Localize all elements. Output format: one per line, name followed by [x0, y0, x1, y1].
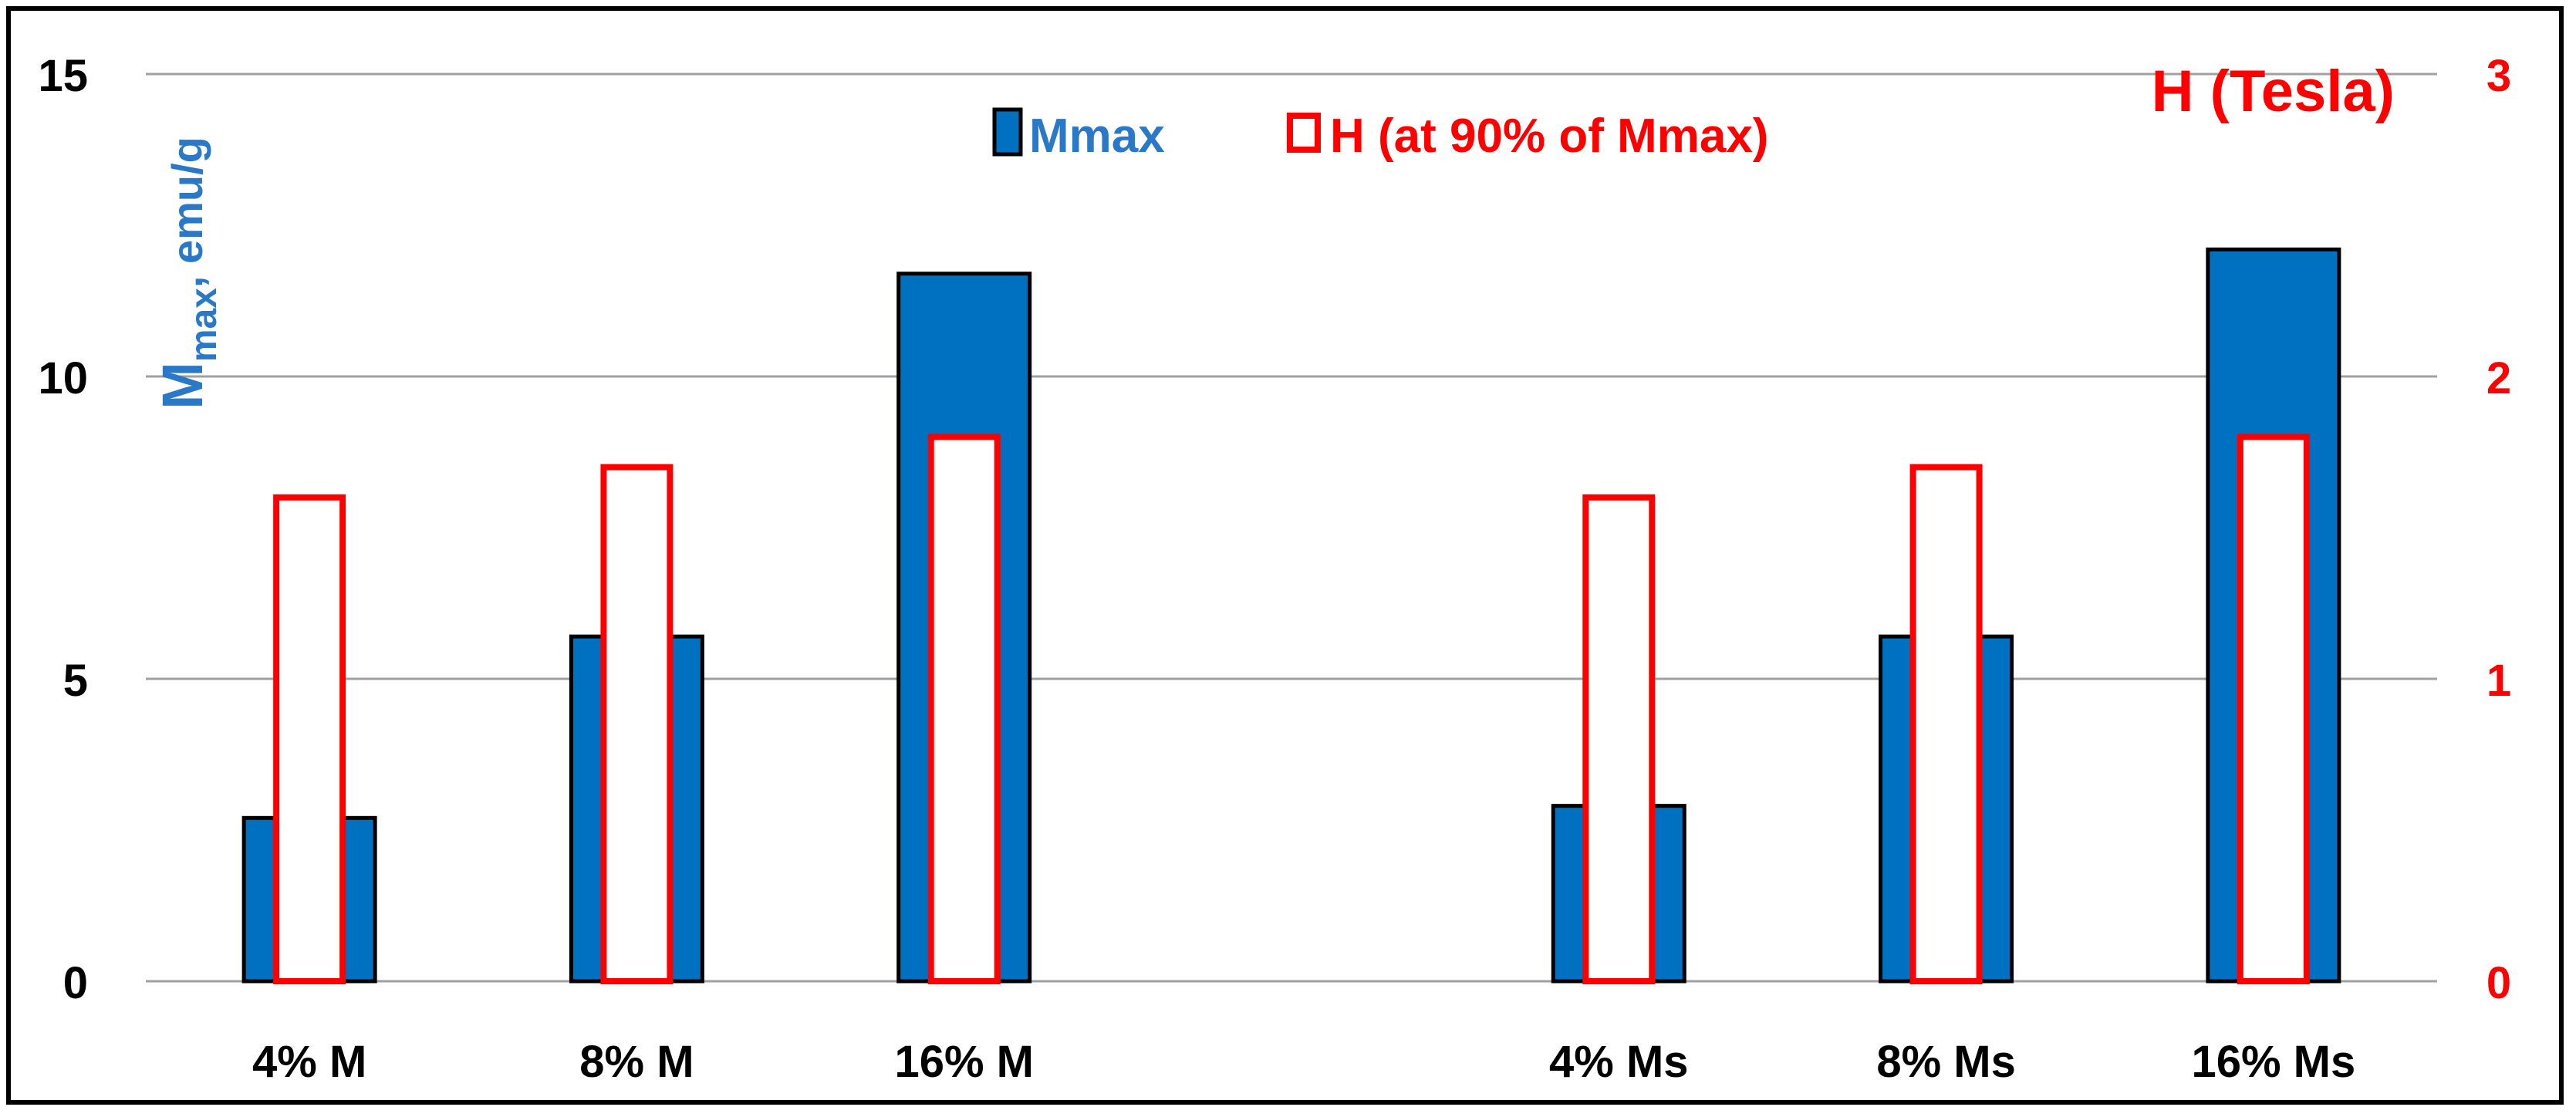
x-tick-label: 4% Ms [1549, 1037, 1689, 1087]
left-axis-title-main: M [150, 362, 214, 410]
left-tick-label: 5 [63, 656, 88, 706]
bar-h [1909, 464, 1983, 984]
right-tick-label: 2 [2487, 353, 2511, 403]
gridlines [146, 73, 2437, 983]
left-tick-label: 10 [38, 353, 88, 403]
x-tick-label: 8% Ms [1876, 1037, 2016, 1087]
chart-frame: 0 5 10 15 0 1 2 3 4% M 8% M 16% M 4% Ms 8% Ms 16% Ms … [6, 6, 2564, 1105]
legend: Mmax H (at 90% of Mmax) [992, 107, 1768, 163]
x-tick-label: 16% Ms [2191, 1037, 2355, 1087]
left-tick-label: 0 [63, 958, 88, 1008]
legend-swatch-mmax [992, 107, 1023, 157]
bar-h [927, 434, 1001, 984]
bar-h [273, 494, 346, 984]
right-tick-label: 0 [2487, 958, 2511, 1008]
bars [241, 247, 2341, 984]
left-axis-title: Mmax, emu/g [150, 137, 225, 410]
left-axis-title-rest: , emu/g [163, 137, 211, 288]
legend-label-mmax: Mmax [1029, 110, 1165, 163]
bar-h [2237, 434, 2310, 984]
right-tick-label: 3 [2487, 51, 2511, 101]
left-tick-label: 15 [38, 51, 88, 101]
x-tick-label: 16% M [894, 1037, 1034, 1087]
legend-label-h: H (at 90% of Mmax) [1330, 110, 1768, 163]
left-axis-title-sub: max [184, 288, 225, 362]
right-tick-label: 1 [2487, 656, 2511, 706]
bar-h [600, 464, 674, 984]
bar-h [1582, 494, 1656, 984]
x-tick-label: 4% M [252, 1037, 366, 1087]
legend-swatch-h [1287, 113, 1321, 153]
tick-labels: 0 5 10 15 0 1 2 3 4% M 8% M 16% M 4% Ms 8% Ms 16% Ms [38, 51, 2511, 1087]
right-axis-title: H (Tesla) [2152, 59, 2395, 124]
x-tick-label: 8% M [579, 1037, 694, 1087]
